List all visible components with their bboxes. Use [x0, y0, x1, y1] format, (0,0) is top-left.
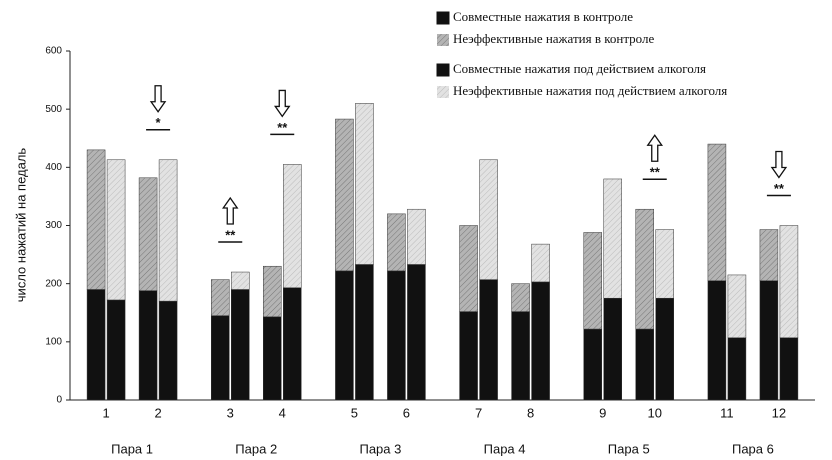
- bar-segment: [459, 311, 478, 401]
- significance-stars: **: [225, 227, 236, 242]
- bar-segment: [211, 279, 230, 316]
- bar-segment: [106, 159, 126, 301]
- y-tick-label: 600: [45, 46, 62, 57]
- arrow: [770, 150, 788, 179]
- y-tick-label: 200: [45, 278, 62, 289]
- x-tick-label: 7: [475, 405, 482, 420]
- bar-segment: [707, 280, 727, 401]
- bar-segment: [231, 271, 250, 290]
- bar-segment: [86, 149, 106, 290]
- bar-segment: [158, 159, 178, 302]
- bar-segment: [727, 337, 747, 401]
- bar-segment: [479, 159, 498, 280]
- bar-segment: [479, 279, 498, 401]
- group-label: Пара 1: [111, 441, 153, 456]
- bar-segment: [583, 328, 602, 401]
- bar-segment: [759, 280, 779, 401]
- bar-segment: [727, 274, 747, 339]
- bar-segment: [86, 289, 106, 401]
- x-tick-label: 6: [403, 405, 410, 420]
- bar-segment: [387, 270, 406, 401]
- bar-segment: [531, 243, 550, 283]
- bar-segment: [655, 297, 674, 401]
- x-tick-label: 4: [279, 405, 286, 420]
- bar-segment: [158, 300, 178, 401]
- arrow: [646, 134, 663, 162]
- legend-label: Неэффективные нажатия под действием алко…: [453, 83, 727, 98]
- arrow: [274, 89, 291, 118]
- legend-label: Неэффективные нажатия в контроле: [453, 31, 655, 46]
- group-label: Пара 6: [732, 441, 774, 456]
- y-tick-label: 300: [45, 220, 62, 231]
- bar-segment: [335, 118, 354, 272]
- bar-segment: [655, 229, 674, 299]
- bar-segment: [231, 289, 250, 401]
- group-label: Пара 2: [235, 441, 277, 456]
- group-label: Пара 3: [359, 441, 401, 456]
- bar-segment: [387, 213, 406, 272]
- bar-segment: [583, 232, 602, 330]
- bar-segment: [138, 177, 158, 291]
- bar-segment: [459, 225, 478, 312]
- bar-segment: [603, 297, 622, 401]
- bar-segment: [211, 315, 230, 401]
- significance-stars: **: [650, 165, 661, 180]
- bar-segment: [779, 225, 799, 339]
- group-label: Пара 4: [484, 441, 526, 456]
- x-tick-label: 8: [527, 405, 534, 420]
- x-tick-label: 1: [102, 405, 109, 420]
- bar-segment: [635, 328, 654, 401]
- significance-stars: **: [277, 120, 288, 135]
- bar-segment: [263, 265, 282, 318]
- x-tick-label: 3: [227, 405, 234, 420]
- bar-segment: [355, 264, 374, 401]
- bar-segment: [511, 311, 530, 401]
- bar-segment: [635, 208, 654, 330]
- legend-swatch: [437, 34, 449, 46]
- y-tick-label: 100: [45, 336, 62, 347]
- x-tick-label: 12: [772, 405, 786, 420]
- bar-segment: [707, 143, 727, 282]
- bar-segment: [603, 178, 622, 299]
- x-tick-label: 9: [599, 405, 606, 420]
- y-tick-label: 500: [45, 104, 62, 115]
- legend-label: Совместные нажатия под действием алкогол…: [453, 61, 706, 76]
- bar-segment: [511, 283, 530, 312]
- significance-stars: **: [774, 181, 785, 196]
- bar-segment: [335, 270, 354, 401]
- x-tick-label: 5: [351, 405, 358, 420]
- x-tick-label: 10: [648, 405, 662, 420]
- bar-segment: [407, 208, 426, 265]
- arrow: [149, 85, 167, 113]
- bar-segment: [531, 281, 550, 401]
- bar-segment: [779, 337, 799, 401]
- legend-swatch: [436, 11, 450, 25]
- legend-label: Совместные нажатия в контроле: [453, 9, 633, 24]
- y-axis-label: число нажатий на педаль: [13, 148, 28, 303]
- bar-segment: [283, 164, 302, 288]
- group-label: Пара 5: [608, 441, 650, 456]
- bar-segment: [263, 316, 282, 401]
- bar-segment: [759, 229, 779, 282]
- y-tick-label: 0: [56, 395, 62, 406]
- bar-segment: [355, 103, 374, 265]
- bar-segment: [407, 264, 426, 401]
- y-tick-label: 400: [45, 162, 62, 173]
- bar-segment: [138, 290, 158, 401]
- x-tick-label: 11: [720, 405, 734, 420]
- legend-swatch: [437, 86, 449, 98]
- x-tick-label: 2: [154, 405, 161, 420]
- significance-stars: *: [156, 115, 162, 130]
- legend-swatch: [436, 63, 450, 77]
- arrow: [222, 196, 239, 225]
- bar-segment: [283, 287, 302, 401]
- bar-segment: [106, 299, 126, 401]
